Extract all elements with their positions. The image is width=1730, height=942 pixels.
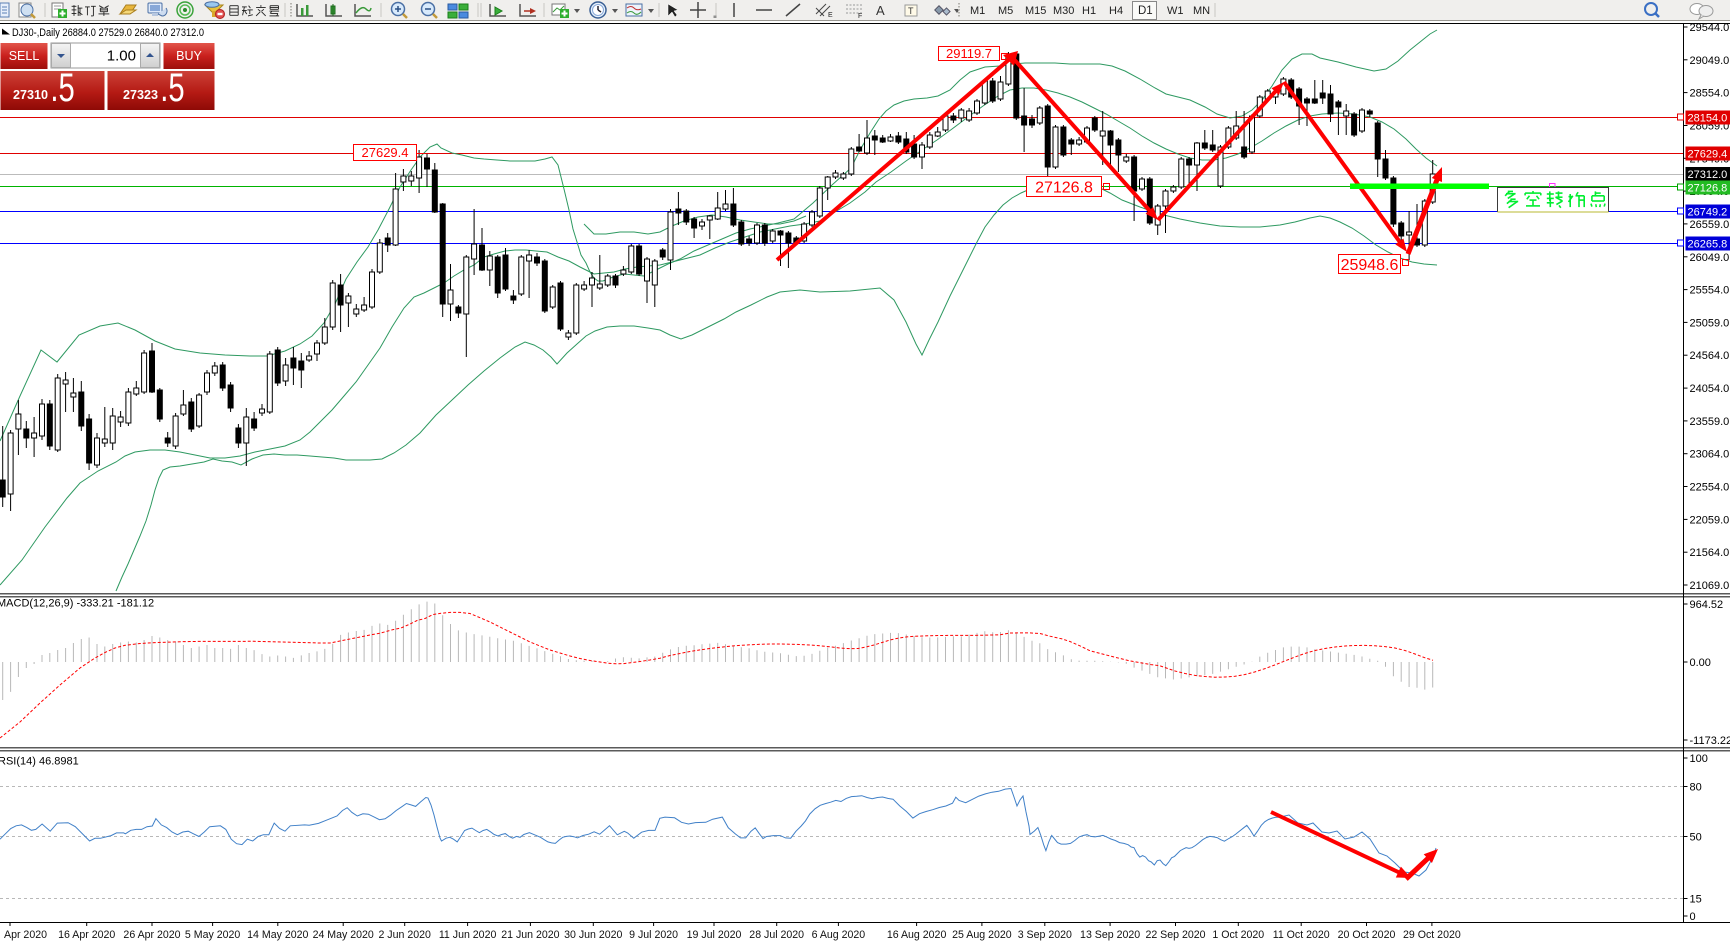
svg-text:0: 0	[1690, 911, 1696, 923]
svg-text:24 May 2020: 24 May 2020	[313, 929, 374, 941]
svg-text:Apr 2020: Apr 2020	[4, 929, 47, 941]
svg-text:16 Apr 2020: 16 Apr 2020	[58, 929, 115, 941]
svg-text:21069.0: 21069.0	[1690, 580, 1730, 592]
svg-text:16 Aug 2020: 16 Aug 2020	[887, 929, 947, 941]
svg-text:29544.0: 29544.0	[1690, 22, 1730, 34]
svg-text:M15: M15	[1025, 5, 1046, 17]
svg-text:27126.8: 27126.8	[1688, 183, 1728, 195]
svg-text:T: T	[908, 6, 914, 16]
svg-text:F: F	[858, 13, 862, 20]
svg-text:9 Jul 2020: 9 Jul 2020	[629, 929, 678, 941]
svg-text:21 Jun 2020: 21 Jun 2020	[501, 929, 559, 941]
svg-text:M30: M30	[1053, 5, 1074, 17]
svg-text:28554.0: 28554.0	[1690, 88, 1730, 100]
svg-text:-1173.22: -1173.22	[1690, 735, 1730, 747]
svg-text:22059.0: 22059.0	[1690, 514, 1730, 526]
svg-text:19 Jul 2020: 19 Jul 2020	[687, 929, 742, 941]
svg-text:11 Jun 2020: 11 Jun 2020	[439, 929, 497, 941]
svg-text:A: A	[876, 3, 885, 18]
svg-text:80: 80	[1690, 782, 1702, 794]
svg-text:27323: 27323	[123, 88, 158, 102]
svg-text:M5: M5	[998, 5, 1013, 17]
svg-text:.5: .5	[50, 66, 74, 111]
svg-text:22 Sep 2020: 22 Sep 2020	[1145, 929, 1205, 941]
svg-text:25059.0: 25059.0	[1690, 317, 1730, 329]
svg-text:14 May 2020: 14 May 2020	[247, 929, 308, 941]
svg-text:23559.0: 23559.0	[1690, 416, 1730, 428]
svg-text:SELL: SELL	[9, 49, 40, 63]
svg-text:28154.0: 28154.0	[1688, 113, 1728, 125]
svg-text:3 Sep 2020: 3 Sep 2020	[1018, 929, 1072, 941]
svg-text:27312.0: 27312.0	[1688, 169, 1728, 181]
svg-text:25554.0: 25554.0	[1690, 285, 1730, 297]
svg-text:25 Aug 2020: 25 Aug 2020	[952, 929, 1012, 941]
svg-text:6 Aug 2020: 6 Aug 2020	[812, 929, 866, 941]
svg-text:100: 100	[1690, 753, 1708, 765]
svg-text:964.52: 964.52	[1690, 599, 1724, 611]
svg-text:20 Oct 2020: 20 Oct 2020	[1338, 929, 1396, 941]
svg-text:M1: M1	[970, 5, 985, 17]
svg-text:DJ30-,Daily 26884.0 27529.0 2: DJ30-,Daily 26884.0 27529.0 26840.0 2731…	[12, 27, 204, 39]
svg-text:25948.6: 25948.6	[1341, 257, 1399, 274]
svg-text:11 Oct 2020: 11 Oct 2020	[1273, 929, 1330, 941]
svg-text:24054.0: 24054.0	[1690, 383, 1730, 395]
svg-text:.5: .5	[160, 66, 184, 111]
svg-text:22554.0: 22554.0	[1690, 482, 1730, 494]
svg-text:27126.8: 27126.8	[1035, 179, 1093, 196]
svg-text:D1: D1	[1138, 5, 1153, 17]
svg-text:28 Jul 2020: 28 Jul 2020	[749, 929, 804, 941]
svg-text:BUY: BUY	[176, 49, 202, 63]
svg-text:5 May 2020: 5 May 2020	[185, 929, 240, 941]
svg-text:26 Apr 2020: 26 Apr 2020	[123, 929, 180, 941]
svg-text:1.00: 1.00	[107, 48, 136, 65]
svg-text:13 Sep 2020: 13 Sep 2020	[1080, 929, 1140, 941]
svg-text:H1: H1	[1082, 5, 1096, 17]
svg-text:26559.0: 26559.0	[1690, 219, 1730, 231]
svg-text:MACD(12,26,9) -333.21 -181.12: MACD(12,26,9) -333.21 -181.12	[0, 598, 154, 610]
svg-text:0.00: 0.00	[1690, 657, 1711, 669]
svg-text:W1: W1	[1167, 5, 1184, 17]
svg-text:MN: MN	[1193, 5, 1210, 17]
svg-text:30 Jun 2020: 30 Jun 2020	[564, 929, 622, 941]
svg-text:24564.0: 24564.0	[1690, 350, 1730, 362]
svg-text:E: E	[828, 12, 833, 19]
svg-text:29119.7: 29119.7	[946, 46, 992, 61]
svg-text:29 Oct 2020: 29 Oct 2020	[1403, 929, 1461, 941]
svg-text:27629.4: 27629.4	[1688, 149, 1728, 161]
svg-text:27629.4: 27629.4	[362, 145, 409, 160]
svg-text:23064.0: 23064.0	[1690, 449, 1730, 461]
svg-text:26265.8: 26265.8	[1688, 239, 1728, 251]
svg-text:2 Jun 2020: 2 Jun 2020	[378, 929, 431, 941]
svg-text:21564.0: 21564.0	[1690, 547, 1730, 559]
svg-text:29049.0: 29049.0	[1690, 55, 1730, 67]
svg-text:15: 15	[1690, 894, 1702, 906]
svg-text:1 Oct 2020: 1 Oct 2020	[1212, 929, 1264, 941]
svg-text:26049.0: 26049.0	[1690, 252, 1730, 264]
svg-text:50: 50	[1690, 832, 1702, 844]
svg-text:H4: H4	[1109, 5, 1123, 17]
svg-text:26749.2: 26749.2	[1688, 207, 1728, 219]
svg-text:27310: 27310	[13, 88, 48, 102]
svg-text:RSI(14) 46.8981: RSI(14) 46.8981	[0, 756, 79, 768]
